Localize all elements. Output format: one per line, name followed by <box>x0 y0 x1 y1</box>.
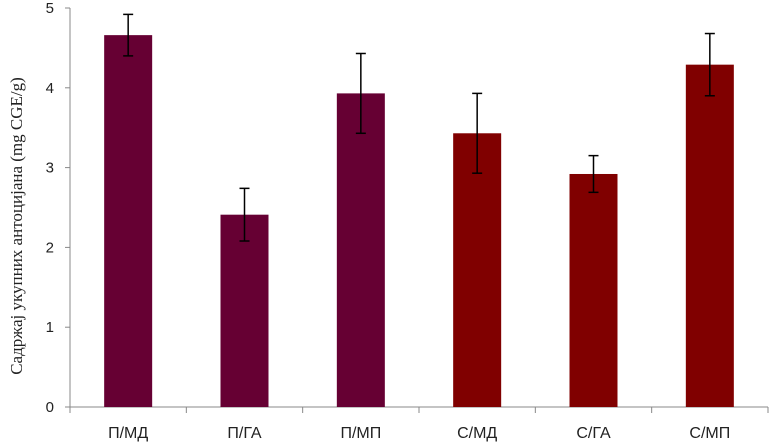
y-tick-label: 4 <box>46 80 54 97</box>
bar-2 <box>220 214 269 407</box>
x-category-label: П/МП <box>340 425 381 442</box>
bar-1 <box>104 35 153 408</box>
x-category-label: С/ГА <box>576 425 611 442</box>
x-category-label: П/МД <box>108 425 148 442</box>
x-labels-group: П/МД П/ГА П/МП С/МД С/ГА С/МП <box>108 425 730 442</box>
x-category-label: С/МП <box>689 425 730 442</box>
bars-group <box>104 35 734 408</box>
bar-6 <box>685 64 734 408</box>
y-tick-label: 0 <box>46 399 54 416</box>
bar-3 <box>336 93 385 408</box>
y-tick-label: 5 <box>46 0 54 17</box>
bar-5 <box>569 173 618 407</box>
y-axis-label: Садржај укупних антоцијана (mg CGE/g) <box>7 77 26 375</box>
y-ticks-group: 0 1 2 3 4 5 <box>46 0 70 416</box>
axes <box>69 8 769 413</box>
bar-4 <box>453 133 502 407</box>
error-bars-group <box>123 13 715 242</box>
y-tick-label: 2 <box>46 239 54 256</box>
y-tick-label: 1 <box>46 319 54 336</box>
y-tick-label: 3 <box>46 160 54 177</box>
x-category-label: С/МД <box>457 425 497 442</box>
x-category-label: П/ГА <box>227 425 262 442</box>
